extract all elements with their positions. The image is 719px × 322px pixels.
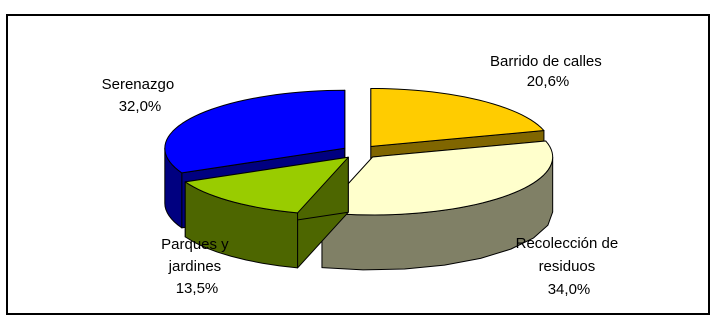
label-parques-line-1: Parques y — [161, 236, 229, 253]
slice-serenazgo-top — [164, 89, 346, 174]
label-barrido: Barrido de calles 20,6% — [490, 53, 606, 90]
slice-parques — [184, 156, 349, 269]
slice-barrido-top — [370, 87, 545, 147]
label-parques: Parques y jardines 13,5% — [161, 236, 233, 297]
label-barrido-value: 20,6% — [527, 73, 570, 90]
label-recoleccion-line-1: Recolección de — [516, 235, 619, 252]
slice-recoleccion-top — [321, 140, 554, 216]
label-recoleccion: Recolección de residuos 34,0% — [516, 235, 623, 298]
labels-layer: Barrido de calles 20,6% Recolección de r… — [102, 53, 623, 298]
label-parques-value: 13,5% — [176, 280, 219, 297]
label-parques-line-2: jardines — [168, 258, 222, 275]
label-serenazgo-line-1: Serenazgo — [102, 76, 175, 93]
label-recoleccion-value: 34,0% — [548, 281, 591, 298]
slices-layer — [164, 87, 554, 271]
label-barrido-line-1: Barrido de calles — [490, 53, 602, 70]
label-serenazgo: Serenazgo 32,0% — [102, 76, 179, 115]
label-serenazgo-value: 32,0% — [119, 98, 162, 115]
label-recoleccion-line-2: residuos — [539, 258, 596, 275]
slice-parques-top — [184, 156, 349, 214]
